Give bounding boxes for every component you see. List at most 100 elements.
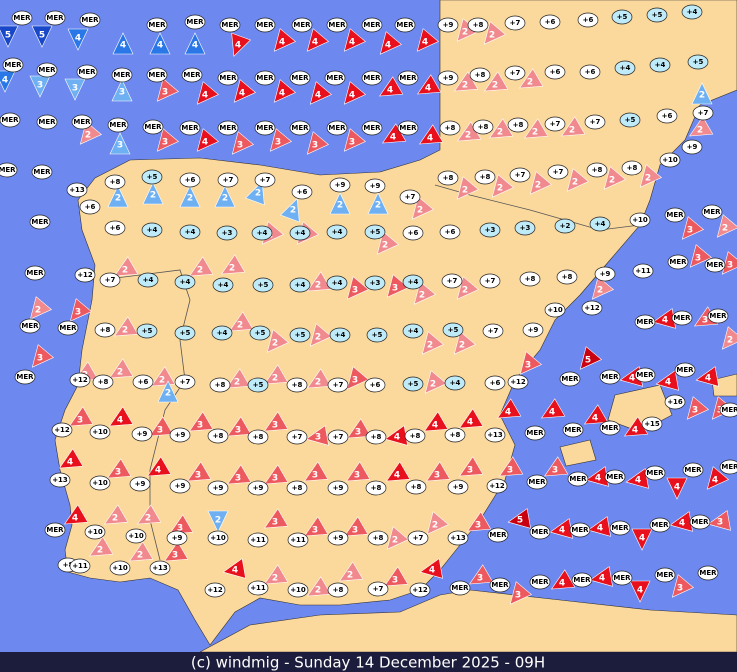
arrow-shape (695, 366, 719, 387)
station-label: +6 (490, 379, 501, 387)
station-label: +7 (698, 109, 709, 117)
station: +8 (286, 377, 308, 393)
arrow-shape (264, 464, 289, 485)
wind-arrow: 4 (59, 448, 84, 469)
arrow-force: 2 (645, 174, 651, 184)
station: +8 (472, 119, 494, 135)
arrow-shape (346, 461, 371, 482)
station-oval (692, 105, 714, 121)
station-oval (51, 422, 73, 438)
wind-arrow: 3 (306, 131, 330, 155)
station-oval (76, 64, 98, 80)
station-oval (169, 478, 191, 494)
arrow-shape (706, 466, 730, 490)
station-oval (444, 375, 466, 391)
station: +11 (69, 558, 91, 574)
station-oval (149, 560, 171, 576)
arrow-force: 4 (279, 89, 285, 99)
station-oval (547, 164, 569, 180)
arrow-shape (104, 504, 129, 525)
wind-arrow: 4 (196, 128, 220, 152)
arrow-shape (142, 182, 164, 205)
wind-arrow: 2 (721, 326, 737, 350)
station: MER (107, 117, 129, 133)
station-label: MER (636, 371, 654, 379)
arrow-shape (304, 516, 329, 537)
station-label: MER (21, 322, 39, 330)
station-label: MER (109, 121, 127, 129)
arrow-force: 5 (585, 356, 591, 366)
station: +9 (169, 478, 191, 494)
station-label: +5 (142, 327, 153, 335)
station-label: +6 (445, 228, 456, 236)
arrow-force: 3 (467, 466, 473, 476)
arrow-shape (519, 68, 544, 89)
wind-arrow: 3 (187, 461, 212, 482)
station-label: +4 (185, 228, 196, 236)
station-oval (405, 479, 427, 495)
station: +5 (247, 377, 269, 393)
arrow-force: 4 (679, 519, 685, 529)
station-label: MER (601, 424, 619, 432)
wind-arrow: 2 (376, 231, 400, 255)
wind-arrow: 2 (491, 174, 515, 198)
arrow-shape (467, 511, 492, 532)
station-oval (324, 70, 346, 86)
arrow-shape (109, 132, 131, 155)
station-oval (179, 224, 201, 240)
station-oval (247, 580, 269, 596)
station-label: MER (1, 116, 19, 124)
station-oval (212, 277, 234, 293)
station: MER (146, 17, 168, 33)
arrow-shape (426, 461, 451, 482)
arrow-shape (386, 274, 410, 298)
station-oval (254, 172, 276, 188)
arrow-shape (454, 71, 479, 92)
station-label: +6 (185, 176, 196, 184)
station-oval (174, 274, 196, 290)
station: MER (361, 70, 383, 86)
station-label: +8 (445, 124, 456, 132)
station: MER (526, 474, 548, 490)
station-label: MER (699, 569, 717, 577)
station-label: MER (528, 478, 546, 486)
station-oval (437, 170, 459, 186)
wind-arrow: 2 (329, 192, 351, 215)
arrow-force: 2 (417, 206, 423, 216)
station-oval (104, 220, 126, 236)
station-oval (441, 273, 463, 289)
station-oval (209, 377, 231, 393)
wind-arrow: 2 (307, 368, 332, 389)
arrow-force: 2 (290, 206, 296, 216)
wind-arrow: 2 (129, 541, 154, 562)
arrow-force: 4 (239, 89, 245, 99)
wind-arrow: 3 (544, 456, 569, 477)
wind-arrow: 3 (107, 458, 132, 479)
station-oval (66, 182, 88, 198)
station-label: +6 (408, 229, 419, 237)
station: +4 (402, 323, 424, 339)
station-label: +10 (662, 156, 678, 164)
station: MER (487, 527, 509, 543)
arrow-shape (386, 461, 411, 482)
station: +10 (544, 302, 566, 318)
arrow-force: 2 (432, 521, 438, 531)
station: MER (146, 67, 168, 83)
arrow-force: 2 (222, 194, 228, 204)
wind-arrow: 2 (179, 185, 201, 208)
arrow-shape (507, 508, 531, 529)
station-label: MER (293, 21, 311, 29)
station-label: +10 (632, 216, 648, 224)
arrow-shape (426, 511, 450, 535)
wind-arrow: 2 (529, 171, 553, 195)
arrow-shape (689, 244, 713, 268)
station-oval (439, 224, 461, 240)
station: +15 (641, 416, 663, 432)
station-label: +4 (295, 229, 306, 237)
arrow-force: 4 (394, 471, 400, 481)
station-oval (2, 57, 24, 73)
station: +8 (439, 120, 461, 136)
arrow-shape (343, 81, 367, 105)
station: MER (289, 120, 311, 136)
arrow-shape (721, 326, 737, 350)
